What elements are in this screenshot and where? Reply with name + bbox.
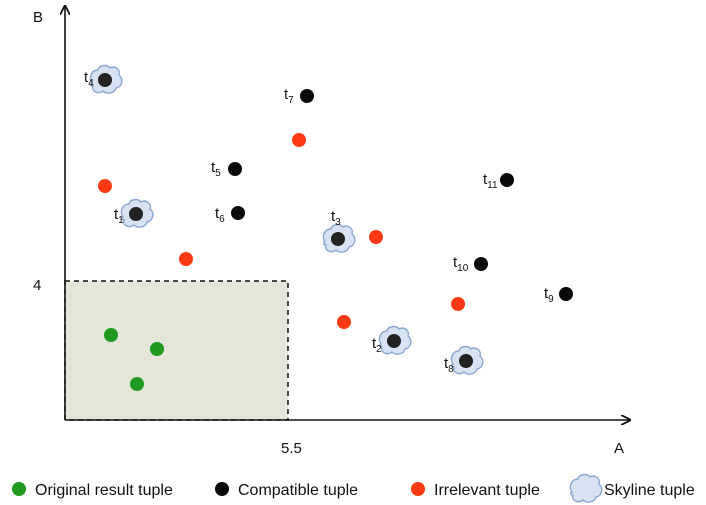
irrelevant-tuple: [292, 133, 306, 147]
tuple-label-t9: t9: [544, 285, 554, 305]
legend-compatible-marker: [215, 482, 229, 496]
original-tuple: [104, 328, 118, 342]
tuple-dot-t3: [331, 232, 345, 246]
original-tuple: [150, 342, 164, 356]
tuple-dot-t5: [228, 162, 242, 176]
x-axis-label: A: [614, 440, 624, 457]
tuple-dot-t7: [300, 89, 314, 103]
legend: Original result tuple Compatible tuple I…: [12, 473, 695, 503]
tuple-labels: t1 t2 t3 t4 t5 t6 t7 t8 t9 t10 t11: [84, 69, 554, 375]
tuple-label-t10: t10: [453, 254, 469, 274]
tuple-label-t5: t5: [211, 159, 221, 179]
legend-skyline-marker: [569, 473, 603, 503]
irrelevant-tuple: [451, 297, 465, 311]
tuple-dot-t8: [459, 354, 473, 368]
skyline-clouds: [89, 64, 484, 375]
irrelevant-tuple: [369, 230, 383, 244]
tuple-label-t2: t2: [372, 335, 382, 355]
tuple-dot-t6: [231, 206, 245, 220]
x-tick-label: 5.5: [281, 440, 302, 457]
y-tick-label: 4: [33, 277, 41, 294]
tuple-label-t6: t6: [215, 205, 225, 225]
tuple-dot-t9: [559, 287, 573, 301]
tuple-dot-t2: [387, 334, 401, 348]
legend-original-label: Original result tuple: [35, 482, 173, 499]
tuple-label-t8: t8: [444, 355, 454, 375]
y-axis-label: B: [33, 9, 43, 26]
tuple-dot-t4: [98, 73, 112, 87]
original-tuple: [130, 377, 144, 391]
legend-irrelevant-marker: [411, 482, 425, 496]
tuple-label-t4: t4: [84, 69, 94, 89]
compatible-tuples: [98, 73, 573, 368]
legend-skyline-label: Skyline tuple: [604, 482, 695, 499]
tuple-label-t11: t11: [483, 171, 498, 191]
irrelevant-tuple: [337, 315, 351, 329]
tuple-label-t1: t1: [114, 206, 124, 226]
legend-compatible-label: Compatible tuple: [238, 482, 358, 499]
irrelevant-tuples: [98, 133, 465, 329]
tuple-label-t7: t7: [284, 86, 294, 106]
legend-irrelevant-label: Irrelevant tuple: [434, 482, 540, 499]
legend-original-marker: [12, 482, 26, 496]
query-region: [64, 280, 289, 421]
original-result-tuples: [104, 328, 164, 391]
tuple-dot-t10: [474, 257, 488, 271]
tuple-dot-t11: [500, 173, 514, 187]
irrelevant-tuple: [98, 179, 112, 193]
irrelevant-tuple: [179, 252, 193, 266]
tuple-label-t3: t3: [331, 208, 341, 228]
tuple-dot-t1: [129, 207, 143, 221]
